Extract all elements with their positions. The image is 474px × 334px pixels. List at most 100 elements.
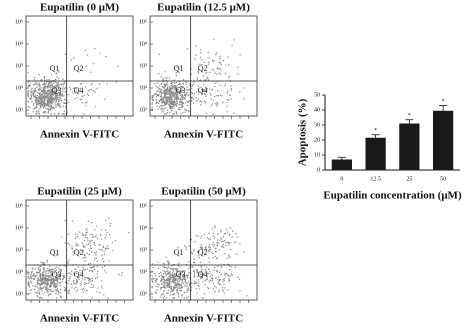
- dot: [166, 268, 168, 270]
- dot: [180, 279, 182, 281]
- dot: [212, 60, 214, 62]
- dot: [69, 272, 71, 274]
- dot: [180, 113, 182, 115]
- dot: [158, 100, 161, 103]
- dot: [46, 100, 49, 102]
- dot: [212, 288, 215, 290]
- dot: [90, 88, 93, 91]
- dot: [33, 278, 35, 281]
- dot: [41, 87, 43, 89]
- dot: [43, 85, 46, 88]
- dot: [162, 87, 164, 89]
- dot: [230, 87, 233, 90]
- dot: [91, 277, 93, 280]
- dot: [172, 103, 174, 105]
- dot: [87, 282, 89, 285]
- dot: [30, 276, 32, 278]
- dot: [37, 277, 39, 280]
- dot: [32, 268, 34, 270]
- dot: [42, 105, 44, 107]
- dot: [171, 279, 174, 281]
- dot: [81, 273, 83, 275]
- dot: [49, 278, 52, 281]
- dot: [56, 281, 58, 283]
- dot: [44, 99, 46, 101]
- dot: [59, 284, 62, 287]
- dot: [63, 82, 65, 85]
- dot: [31, 267, 33, 269]
- dot: [92, 284, 95, 286]
- dot: [64, 113, 66, 115]
- dot: [84, 254, 86, 257]
- dot: [166, 292, 168, 294]
- dot: [217, 239, 219, 241]
- dot: [32, 104, 35, 106]
- dot: [86, 244, 88, 246]
- dot: [29, 106, 31, 109]
- dot: [41, 272, 44, 274]
- dot: [171, 86, 174, 88]
- dot: [166, 84, 169, 86]
- dot: [163, 267, 165, 269]
- dot: [105, 55, 107, 58]
- dot: [51, 273, 53, 276]
- dot: [55, 106, 57, 109]
- dot: [157, 267, 160, 270]
- dot: [181, 96, 184, 99]
- dot: [200, 104, 202, 106]
- dot: [185, 88, 188, 91]
- dot: [30, 97, 32, 99]
- dot: [200, 244, 203, 246]
- dot: [30, 281, 33, 284]
- dot: [165, 256, 167, 259]
- dot: [46, 278, 49, 280]
- dot: [201, 89, 204, 92]
- dot: [214, 95, 216, 98]
- dot: [61, 280, 64, 283]
- dot: [81, 98, 83, 100]
- dot: [200, 266, 203, 268]
- dot: [70, 273, 73, 275]
- dot: [160, 271, 162, 274]
- dot: [220, 237, 223, 239]
- dot: [213, 60, 215, 63]
- dot: [164, 84, 166, 87]
- dot: [46, 291, 48, 294]
- dot: [217, 282, 220, 285]
- dot: [55, 289, 57, 291]
- dot: [47, 95, 49, 97]
- dot: [228, 256, 230, 258]
- dot: [162, 102, 165, 104]
- dot: [158, 85, 160, 87]
- dot: [59, 275, 62, 278]
- dot: [151, 280, 154, 283]
- dot: [30, 96, 33, 98]
- dot: [48, 97, 50, 99]
- dot: [191, 85, 193, 88]
- dot: [47, 110, 50, 113]
- dot: [49, 82, 51, 85]
- dot: [85, 65, 88, 67]
- dot: [51, 83, 54, 86]
- dot: [50, 268, 52, 270]
- dot: [218, 68, 220, 70]
- dot: [36, 286, 38, 288]
- bar: [331, 159, 352, 170]
- dot: [45, 288, 47, 291]
- dot: [43, 266, 45, 269]
- dot: [42, 274, 45, 277]
- dot: [175, 278, 177, 280]
- dot: [171, 290, 173, 292]
- dot: [27, 275, 29, 278]
- dot: [192, 102, 195, 105]
- dot: [41, 297, 43, 299]
- dot: [47, 99, 50, 101]
- dot: [35, 98, 38, 100]
- dot: [225, 241, 227, 244]
- dot: [152, 98, 154, 101]
- dot: [220, 229, 222, 231]
- dot: [47, 272, 50, 275]
- x-axis-label: Annexin V-FITC: [40, 129, 119, 141]
- dot: [100, 229, 103, 231]
- dot: [56, 92, 58, 95]
